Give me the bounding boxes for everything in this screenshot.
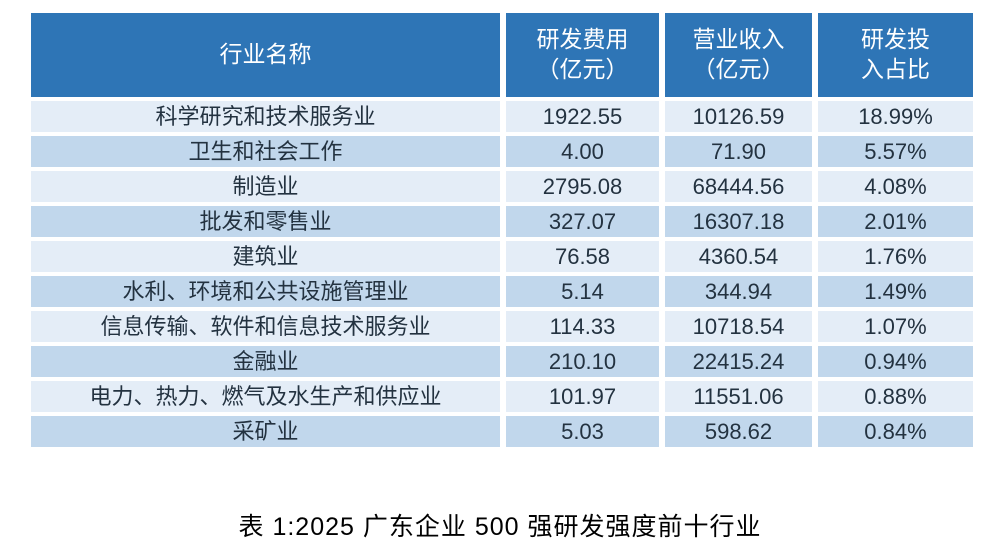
cell-ratio: 1.07% xyxy=(818,311,973,342)
table-row: 制造业 2795.08 68444.56 4.08% xyxy=(31,171,973,202)
cell-industry: 电力、热力、燃气及水生产和供应业 xyxy=(31,381,500,412)
cell-ratio: 1.76% xyxy=(818,241,973,272)
cell-industry: 科学研究和技术服务业 xyxy=(31,101,500,132)
table-row: 采矿业 5.03 598.62 0.84% xyxy=(31,416,973,447)
header-ratio-line1: 研发投 xyxy=(861,26,930,53)
cell-ratio: 5.57% xyxy=(818,136,973,167)
header-row: 行业名称 研发费用 （亿元） 营业收入 （亿元） 研发投入占比 xyxy=(31,13,973,97)
table-header: 行业名称 研发费用 （亿元） 营业收入 （亿元） 研发投入占比 xyxy=(31,13,973,97)
cell-rd-expense: 5.03 xyxy=(506,416,659,447)
header-revenue-line2: （亿元） xyxy=(692,56,785,82)
cell-rd-expense: 101.97 xyxy=(506,381,659,412)
table-row: 金融业 210.10 22415.24 0.94% xyxy=(31,346,973,377)
header-industry-line1: 行业名称 xyxy=(219,41,312,68)
table-row: 电力、热力、燃气及水生产和供应业 101.97 11551.06 0.88% xyxy=(31,381,973,412)
header-ratio: 研发投 入占比 xyxy=(818,13,973,97)
header-rd-line2: （亿元） xyxy=(536,56,629,82)
cell-ratio: 1.49% xyxy=(818,276,973,307)
cell-rd-expense: 2795.08 xyxy=(506,171,659,202)
cell-ratio: 2.01% xyxy=(818,206,973,237)
cell-revenue: 598.62 xyxy=(665,416,812,447)
header-rd-expense: 研发费用 （亿元） xyxy=(506,13,659,97)
cell-rd-expense: 327.07 xyxy=(506,206,659,237)
cell-rd-expense: 76.58 xyxy=(506,241,659,272)
cell-industry: 金融业 xyxy=(31,346,500,377)
table-row: 水利、环境和公共设施管理业 5.14 344.94 1.49% xyxy=(31,276,973,307)
cell-rd-expense: 4.00 xyxy=(506,136,659,167)
cell-revenue: 344.94 xyxy=(665,276,812,307)
cell-revenue: 68444.56 xyxy=(665,171,812,202)
cell-revenue: 16307.18 xyxy=(665,206,812,237)
cell-ratio: 0.88% xyxy=(818,381,973,412)
header-rd-line1: 研发费用 xyxy=(536,26,629,53)
cell-ratio: 0.94% xyxy=(818,346,973,377)
table-caption: 表 1:2025 广东企业 500 强研发强度前十行业 xyxy=(238,513,762,541)
header-industry: 行业名称 xyxy=(31,13,500,97)
cell-ratio: 0.84% xyxy=(818,416,973,447)
table-row: 卫生和社会工作 4.00 71.90 5.57% xyxy=(31,136,973,167)
cell-industry: 信息传输、软件和信息技术服务业 xyxy=(31,311,500,342)
cell-industry: 批发和零售业 xyxy=(31,206,500,237)
table-container: 行业名称 研发费用 （亿元） 营业收入 （亿元） 研发投入占比 科学研究和技术服务业 xyxy=(25,9,979,451)
cell-industry: 制造业 xyxy=(31,171,500,202)
cell-industry: 采矿业 xyxy=(31,416,500,447)
table-row: 批发和零售业 327.07 16307.18 2.01% xyxy=(31,206,973,237)
cell-revenue: 4360.54 xyxy=(665,241,812,272)
cell-industry: 卫生和社会工作 xyxy=(31,136,500,167)
cell-revenue: 10718.54 xyxy=(665,311,812,342)
header-ratio-line2: 入占比 xyxy=(861,56,930,82)
header-revenue-line1: 营业收入 xyxy=(692,26,785,53)
cell-rd-expense: 1922.55 xyxy=(506,101,659,132)
cell-revenue: 22415.24 xyxy=(665,346,812,377)
table-row: 建筑业 76.58 4360.54 1.76% xyxy=(31,241,973,272)
cell-industry: 建筑业 xyxy=(31,241,500,272)
industry-table: 行业名称 研发费用 （亿元） 营业收入 （亿元） 研发投入占比 科学研究和技术服务业 xyxy=(25,9,979,451)
cell-revenue: 11551.06 xyxy=(665,381,812,412)
table-row: 科学研究和技术服务业 1922.55 10126.59 18.99% xyxy=(31,101,973,132)
table-body: 科学研究和技术服务业 1922.55 10126.59 18.99% 卫生和社会… xyxy=(31,101,973,447)
cell-rd-expense: 5.14 xyxy=(506,276,659,307)
cell-rd-expense: 114.33 xyxy=(506,311,659,342)
cell-industry: 水利、环境和公共设施管理业 xyxy=(31,276,500,307)
cell-ratio: 18.99% xyxy=(818,101,973,132)
header-revenue: 营业收入 （亿元） xyxy=(665,13,812,97)
cell-revenue: 71.90 xyxy=(665,136,812,167)
cell-rd-expense: 210.10 xyxy=(506,346,659,377)
cell-ratio: 4.08% xyxy=(818,171,973,202)
cell-revenue: 10126.59 xyxy=(665,101,812,132)
table-row: 信息传输、软件和信息技术服务业 114.33 10718.54 1.07% xyxy=(31,311,973,342)
